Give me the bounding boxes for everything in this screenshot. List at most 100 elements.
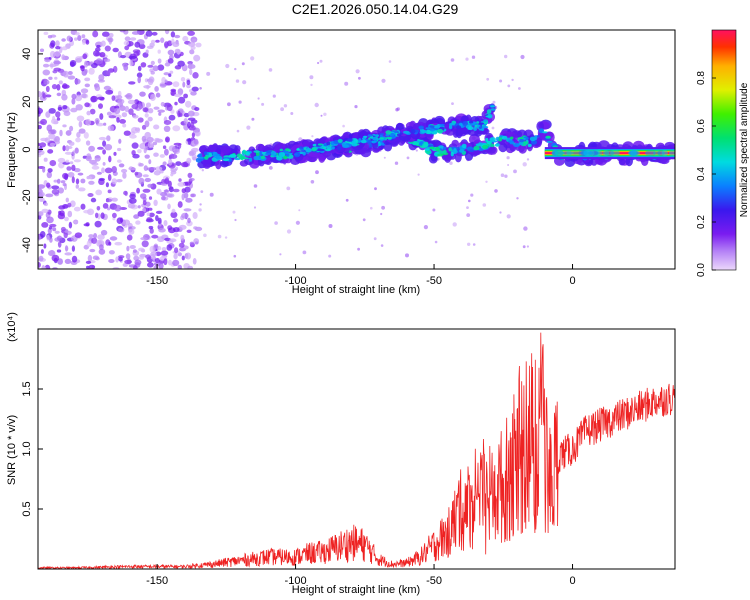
trace-core	[486, 109, 492, 114]
noise-dot	[64, 252, 72, 256]
noise-dot	[193, 226, 198, 230]
trace-core	[229, 153, 237, 158]
noise-dot	[128, 81, 136, 85]
noise-dot	[157, 217, 162, 224]
noise-dot	[43, 202, 49, 207]
trace-core	[260, 155, 265, 160]
noise-dot	[67, 202, 72, 208]
noise-dot	[85, 260, 92, 264]
noise-dot	[61, 54, 66, 61]
trace-core	[276, 156, 283, 161]
noise-dot	[106, 70, 111, 76]
noise-dot	[138, 163, 144, 167]
noise-dot	[75, 137, 81, 143]
trace-core	[253, 150, 260, 153]
noise-dot	[151, 31, 158, 36]
trace-core	[330, 146, 335, 150]
scatter-dot	[199, 87, 202, 90]
colorbar-ticks: 0.0 0.2 0.4 0.6 0.8	[696, 71, 716, 277]
noise-dot	[187, 61, 193, 65]
noise-dot	[118, 138, 122, 144]
trace-core	[267, 150, 273, 153]
noise-dot	[66, 35, 72, 42]
scatter-dot	[268, 166, 273, 170]
scatter-dot	[251, 117, 255, 121]
trace-core	[534, 135, 538, 141]
noise-dot	[174, 247, 179, 254]
noise-dot	[166, 244, 173, 251]
noise-dot	[187, 30, 196, 36]
scatter-dot	[250, 56, 255, 61]
noise-dot	[78, 187, 86, 192]
scatter-dot	[241, 62, 245, 66]
noise-dot	[150, 94, 156, 101]
noise-dot	[59, 210, 65, 217]
scatter-dot	[482, 203, 487, 207]
noise-dot	[74, 78, 81, 85]
noise-dot	[146, 217, 153, 222]
noise-dot	[144, 131, 151, 139]
noise-dot	[194, 107, 200, 111]
scatter-dot	[201, 169, 204, 172]
noise-dot	[183, 208, 192, 212]
noise-dot	[112, 47, 119, 53]
noise-dot	[63, 110, 71, 117]
trace-core	[285, 153, 290, 157]
scatter-dot	[354, 105, 358, 109]
noise-dot	[164, 79, 168, 83]
scatter-dot	[466, 213, 471, 218]
noise-dot	[134, 259, 142, 266]
noise-dot	[75, 184, 80, 189]
noise-dot	[144, 120, 150, 128]
noise-dot	[178, 96, 186, 104]
noise-dot	[188, 151, 195, 157]
y-tick-label: -40	[21, 237, 33, 253]
noise-dot	[132, 153, 140, 159]
noise-dot	[83, 209, 91, 214]
noise-dot	[140, 62, 147, 68]
noise-dot	[45, 111, 51, 118]
noise-dot	[174, 34, 181, 39]
trace-blob	[275, 142, 286, 153]
scatter-dot	[342, 124, 345, 128]
scatter-dot	[485, 180, 488, 183]
noise-dot	[57, 187, 64, 194]
noise-dot	[61, 38, 66, 42]
noise-dot	[99, 244, 104, 251]
noise-dot	[98, 136, 107, 141]
noise-dot	[77, 172, 84, 176]
noise-dot	[184, 181, 191, 186]
trace-core	[546, 136, 551, 139]
scatter-dot	[465, 57, 469, 61]
scatter-dot	[374, 187, 377, 191]
noise-dot	[181, 188, 186, 194]
trace-core	[245, 151, 250, 156]
noise-dot	[62, 105, 68, 110]
noise-dot	[131, 142, 139, 149]
trace-core	[483, 119, 488, 122]
x-tick-label: -50	[426, 575, 442, 587]
noise-dot	[97, 96, 105, 101]
noise-dot	[67, 172, 75, 178]
noise-dot	[46, 171, 52, 179]
noise-dot	[56, 117, 61, 121]
trace-core	[360, 139, 367, 144]
noise-dot	[163, 72, 170, 76]
noise-dot	[147, 262, 154, 268]
noise-dot	[154, 258, 160, 263]
noise-dot	[80, 65, 85, 72]
noise-dot	[103, 122, 107, 126]
noise-dot	[86, 240, 92, 247]
trace-core	[486, 140, 492, 145]
noise-dot	[180, 77, 186, 82]
noise-dot	[49, 160, 57, 167]
noise-dot	[105, 182, 109, 188]
trace-core	[473, 145, 480, 151]
noise-dot	[69, 125, 74, 132]
noise-dot	[111, 166, 117, 173]
noise-dot	[77, 35, 82, 41]
scatter-dot	[328, 254, 332, 258]
noise-dot	[118, 255, 125, 259]
noise-dot	[73, 168, 81, 173]
noise-dot	[94, 85, 101, 92]
